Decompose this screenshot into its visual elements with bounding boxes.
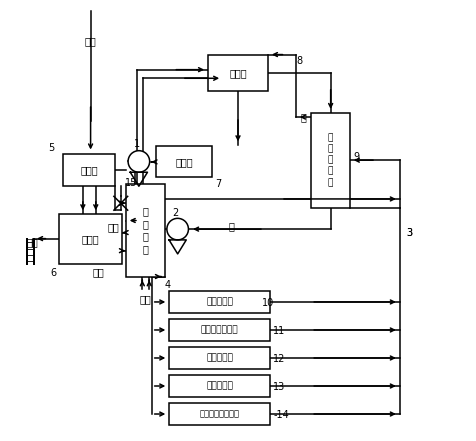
Bar xyxy=(208,55,268,91)
Text: 硫铵干燥器: 硫铵干燥器 xyxy=(206,354,233,363)
Text: 9: 9 xyxy=(354,152,360,162)
Text: -14: -14 xyxy=(273,410,289,420)
Text: 6: 6 xyxy=(50,268,57,278)
Bar xyxy=(169,375,270,397)
Text: 10: 10 xyxy=(262,298,274,308)
Text: 5: 5 xyxy=(49,143,55,153)
Text: 脱硫榨硫垒: 脱硫榨硫垒 xyxy=(206,381,233,390)
Text: 热风: 热风 xyxy=(92,267,104,277)
Text: 蒸氨再排器: 蒸氨再排器 xyxy=(206,298,233,306)
Text: 引风机: 引风机 xyxy=(80,165,98,175)
Text: 煤气: 煤气 xyxy=(139,294,151,304)
Text: 汽: 汽 xyxy=(300,112,306,122)
Text: 15: 15 xyxy=(125,178,138,187)
Bar xyxy=(63,154,115,186)
Bar xyxy=(169,403,270,425)
Text: 8: 8 xyxy=(296,56,302,66)
Text: 7: 7 xyxy=(216,179,222,189)
Text: 空气: 空气 xyxy=(85,36,97,46)
Bar xyxy=(169,291,270,313)
Text: 废气: 废气 xyxy=(107,223,119,232)
Bar xyxy=(311,113,350,208)
Text: 4: 4 xyxy=(165,280,171,290)
Text: 13: 13 xyxy=(273,382,286,392)
Bar xyxy=(169,347,270,369)
Circle shape xyxy=(167,218,188,240)
Bar xyxy=(59,214,122,264)
Bar xyxy=(169,319,270,341)
Text: 预热器: 预热器 xyxy=(81,234,99,244)
Text: 3: 3 xyxy=(406,228,412,239)
Text: 3: 3 xyxy=(406,228,412,239)
Text: 11: 11 xyxy=(273,326,286,336)
Text: 气
液
分
离
器: 气 液 分 离 器 xyxy=(328,134,333,187)
Bar xyxy=(156,146,212,177)
Text: 12: 12 xyxy=(273,354,286,364)
Text: 烟囱: 烟囱 xyxy=(27,237,39,247)
Text: 液: 液 xyxy=(228,221,234,232)
Circle shape xyxy=(128,151,149,172)
Text: 膨胀槽: 膨胀槽 xyxy=(229,68,247,78)
Text: 油贮槽: 油贮槽 xyxy=(175,157,193,167)
Text: 导
热
油
炉: 导 热 油 炉 xyxy=(142,206,149,254)
Bar xyxy=(126,184,165,277)
Text: 硫铵煤气预热器: 硫铵煤气预热器 xyxy=(201,325,238,334)
Text: 2: 2 xyxy=(172,208,179,218)
Text: 1: 1 xyxy=(134,139,140,149)
Text: 脱硫液提盐蒸发金: 脱硫液提盐蒸发金 xyxy=(200,410,240,419)
